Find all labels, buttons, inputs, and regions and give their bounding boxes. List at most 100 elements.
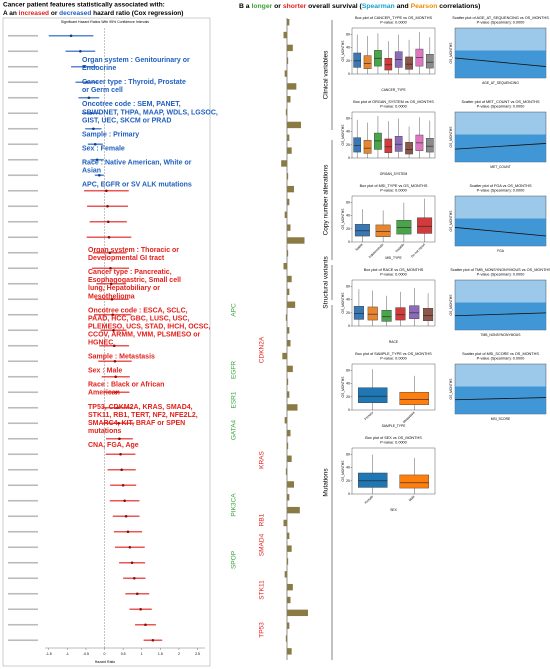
strip-bar <box>287 545 292 552</box>
box-category: Male <box>408 494 416 502</box>
y-label: OS_MONTHS <box>449 378 453 400</box>
strip-bar <box>287 340 291 347</box>
box <box>395 307 406 321</box>
strip-bar <box>287 134 290 141</box>
box <box>363 55 372 69</box>
strip-bar <box>287 288 290 296</box>
strip-bar <box>287 96 291 103</box>
b-t7: and <box>397 3 409 10</box>
box-title: Box plot of RACE vs OS_MONTHS <box>364 268 424 272</box>
row-label-placeholder <box>8 484 38 487</box>
hr-point <box>139 607 142 611</box>
scatter-dense <box>455 50 546 78</box>
note: Organ system : Thoracic or Developmental … <box>88 247 179 262</box>
gene-shorter: RB1 <box>259 513 266 526</box>
box <box>405 56 413 70</box>
note: Race : Black or African American <box>88 381 164 396</box>
row-label-placeholder <box>8 530 38 533</box>
note: Cancer type : Pancreatic, Esophagogastric… <box>88 269 181 300</box>
note: Oncotree code : ESCA, SCLC, PAAD, HCC, GB… <box>88 307 210 346</box>
b-t8: Pearson <box>411 3 438 10</box>
hr-point <box>128 545 132 549</box>
hr-point <box>111 313 115 317</box>
strip-bar <box>287 609 308 617</box>
trend-line <box>454 227 547 237</box>
x-tick-label: -0.5 <box>83 652 89 656</box>
note: TP53, CDKM2A, KRAS, SMAD4, STK11, RB1, TE… <box>88 404 198 435</box>
box-category: Do not report <box>410 242 426 258</box>
strip-bar <box>287 391 290 398</box>
strip-bar <box>284 70 287 77</box>
hr-point <box>144 623 147 627</box>
row-label-placeholder <box>8 561 38 564</box>
y-tick-label: 60 <box>346 284 350 288</box>
box-xlabel: RACE <box>389 340 399 344</box>
box-category: Stable <box>354 242 363 251</box>
gene-longer: SPOP <box>231 551 238 569</box>
x-tick-label: 2.5 <box>195 652 200 656</box>
scatter-title: Scatter plot of AGE_AT_SEQUENCING vs OS_… <box>452 16 549 20</box>
strip-bar <box>287 481 294 488</box>
box-category: Indeterminate <box>368 242 385 259</box>
scatter-title: Scatter plot of FGA vs OS_MONTHS <box>469 184 532 188</box>
note: Sex : Male <box>88 367 122 374</box>
y-tick-label: 40 <box>346 466 350 470</box>
row-label-placeholder <box>8 81 38 84</box>
b-t9: correlations) <box>439 3 480 10</box>
group-label: Mutations <box>323 468 330 497</box>
hr-point <box>89 111 93 115</box>
box <box>399 474 429 489</box>
hr-point <box>114 375 117 379</box>
hr-point <box>110 297 114 301</box>
hr-point <box>105 189 108 193</box>
scatter-dense <box>455 218 546 246</box>
y-tick-label: 60 <box>346 116 350 120</box>
box-p: P-value: 0.0000 <box>380 273 407 277</box>
box <box>358 472 388 488</box>
y-tick-label: 60 <box>346 32 350 36</box>
trend-line <box>454 143 547 150</box>
strip-bar <box>287 532 290 540</box>
scatter-dense <box>455 386 546 414</box>
y-label: OS_MONTHS <box>449 42 453 64</box>
strip-bar <box>285 314 287 321</box>
strip-bar <box>284 211 287 219</box>
strip-bar <box>287 44 293 52</box>
strip-bar <box>287 147 292 154</box>
scatter-p: P-value (Spearman): 0.0000 <box>477 357 525 361</box>
box <box>396 220 412 235</box>
strip-bar <box>285 468 287 475</box>
row-label-placeholder <box>8 437 38 440</box>
box <box>353 52 362 68</box>
y-tick-label: 60 <box>346 200 350 204</box>
hr-point <box>135 592 139 596</box>
box <box>394 136 403 152</box>
hr-point <box>108 251 112 255</box>
row-label-placeholder <box>8 251 38 254</box>
box-category: Primary <box>363 410 374 421</box>
scatter-p: P-value (Spearman): 0.0000 <box>477 273 525 277</box>
scatter-xlabel: TMB_NONSYNONYMOUS <box>481 333 522 337</box>
hr-point <box>124 514 128 518</box>
strip-bar <box>284 417 287 424</box>
box-title: Box plot of CANCER_TYPE vs OS_MONTHS <box>355 16 432 20</box>
b-t4: shorter <box>283 3 307 10</box>
box <box>384 58 393 71</box>
hr-point <box>120 468 123 472</box>
strip-bar <box>287 648 292 655</box>
hr-point <box>117 421 120 425</box>
x-tick-label: 2 <box>178 652 180 656</box>
hr-point <box>93 142 97 146</box>
row-label-placeholder <box>8 360 38 363</box>
gene-longer: GATA4 <box>231 419 238 440</box>
forest-xlabel: Hazard Ratio <box>95 660 115 664</box>
gene-shorter: KRAS <box>259 450 266 468</box>
box <box>399 392 429 405</box>
scatter-p: P-value (Spearman): 0.0000 <box>477 189 525 193</box>
hr-point <box>69 34 73 38</box>
strip-bar <box>287 83 297 90</box>
note: Sample : Primary <box>82 131 139 138</box>
hr-point <box>112 328 115 332</box>
box-p: P-value: 0.0000 <box>380 357 407 361</box>
